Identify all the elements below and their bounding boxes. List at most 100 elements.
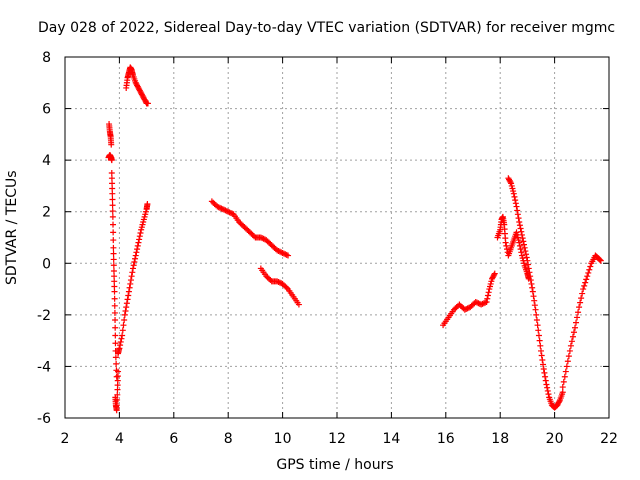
data-point — [544, 384, 551, 391]
data-point — [121, 317, 128, 324]
data-point — [561, 373, 568, 380]
data-point — [518, 228, 525, 235]
plot-frame — [64, 56, 610, 419]
data-point — [579, 290, 586, 297]
data-point — [503, 242, 510, 249]
data-point — [534, 322, 541, 329]
data-point — [566, 347, 573, 354]
data-point — [461, 306, 468, 313]
data-point — [111, 288, 118, 295]
data-point — [512, 197, 519, 204]
data-point — [117, 342, 124, 349]
data-point — [274, 278, 281, 285]
data-point — [112, 317, 119, 324]
data-point — [295, 301, 302, 308]
data-point — [110, 229, 117, 236]
data-point — [521, 244, 528, 251]
data-point — [280, 250, 287, 257]
data-point — [144, 200, 151, 207]
data-point — [130, 262, 137, 269]
data-point — [520, 238, 527, 245]
data-point — [282, 251, 289, 258]
data-point — [538, 352, 545, 359]
data-point — [570, 329, 577, 336]
data-point — [478, 301, 485, 308]
data-point — [463, 306, 470, 313]
data-point — [278, 249, 285, 256]
data-point — [113, 407, 120, 414]
data-point — [117, 338, 124, 345]
data-point — [535, 327, 542, 334]
y-tick-label: 8 — [42, 50, 51, 66]
data-point — [541, 369, 548, 376]
data-point — [129, 269, 136, 276]
data-point — [122, 307, 129, 314]
data-point — [109, 213, 116, 220]
data-point — [109, 185, 116, 192]
data-point — [223, 208, 230, 215]
data-point — [484, 295, 491, 302]
data-point — [565, 353, 572, 360]
data-point — [528, 280, 535, 287]
data-point — [527, 273, 534, 280]
data-point — [525, 265, 532, 272]
data-point — [511, 193, 518, 200]
data-point — [110, 250, 117, 257]
data-point — [542, 373, 549, 380]
data-point — [111, 302, 118, 309]
x-tick-label: 8 — [224, 431, 233, 447]
data-point — [111, 278, 118, 285]
data-point — [540, 361, 547, 368]
data-point — [134, 246, 141, 253]
data-point — [578, 295, 585, 302]
data-point — [110, 256, 117, 263]
data-point — [135, 239, 142, 246]
chart-title: Day 028 of 2022, Sidereal Day-to-day VTE… — [38, 20, 616, 36]
data-point — [132, 252, 139, 259]
data-point — [524, 257, 531, 264]
data-point — [111, 283, 118, 290]
data-point — [580, 286, 587, 293]
y-tick-label: 4 — [42, 153, 51, 169]
data-point — [136, 236, 143, 243]
data-point — [109, 202, 116, 209]
y-axis-label: SDTVAR / TECUs — [4, 170, 20, 285]
data-point — [108, 175, 115, 182]
data-point — [479, 300, 486, 307]
data-point — [518, 249, 525, 256]
data-point — [222, 207, 229, 214]
data-point — [564, 358, 571, 365]
data-point — [535, 332, 542, 339]
data-point — [516, 222, 523, 229]
data-point — [275, 278, 282, 285]
data-point — [523, 254, 530, 261]
data-point — [123, 304, 130, 311]
data-point — [527, 277, 534, 284]
data-point — [556, 398, 563, 405]
data-point — [502, 239, 509, 246]
x-tick-label: 10 — [274, 431, 292, 447]
data-point — [516, 242, 523, 249]
x-tick-label: 20 — [546, 431, 564, 447]
data-point — [475, 300, 482, 307]
data-point — [108, 141, 115, 148]
x-tick-label: 12 — [328, 431, 346, 447]
data-point — [144, 100, 151, 107]
data-point — [111, 309, 118, 316]
x-tick-label: 4 — [115, 431, 124, 447]
data-point — [525, 261, 532, 268]
data-point — [529, 284, 536, 291]
data-point — [113, 373, 120, 380]
data-point — [134, 242, 141, 249]
data-point — [109, 190, 116, 197]
data-point — [539, 356, 546, 363]
data-point — [128, 273, 135, 280]
data-point — [259, 235, 266, 242]
x-tick-label: 2 — [61, 431, 70, 447]
y-tick-label: 2 — [42, 205, 51, 221]
data-point — [226, 209, 233, 216]
data-point — [283, 284, 290, 291]
data-point — [529, 288, 536, 295]
data-point — [587, 263, 594, 270]
